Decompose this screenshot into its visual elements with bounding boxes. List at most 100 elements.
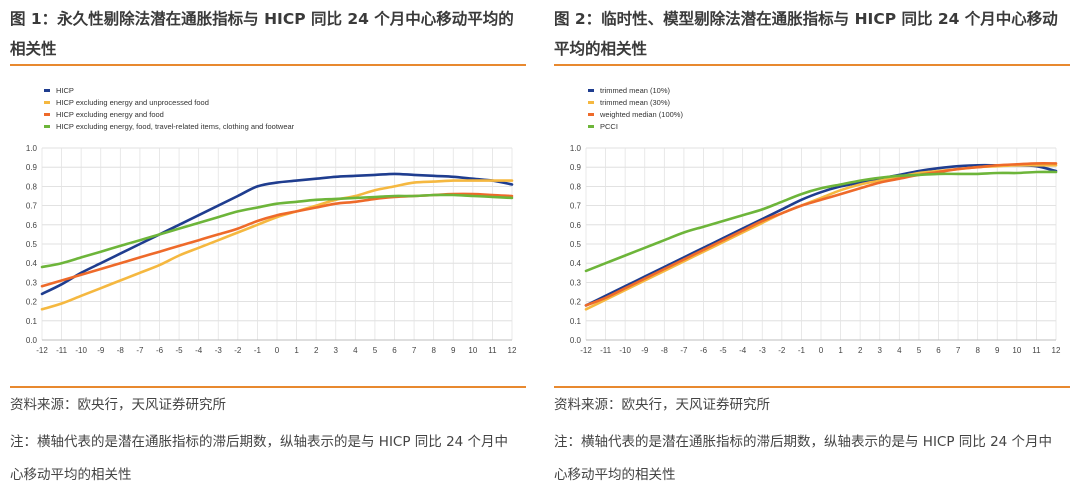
chart-1-legend: trimmed mean (10%) trimmed mean (30%) weig…	[588, 86, 683, 131]
figure-2-note: 注：横轴代表的是潜在通胀指标的滞后期数，纵轴表示的是与 HICP 同比 24 个…	[554, 434, 1053, 483]
x-tick-label: -10	[75, 346, 87, 355]
x-tick-label: 10	[1012, 346, 1021, 355]
x-tick-label: 7	[956, 346, 961, 355]
x-tick-label: -1	[254, 346, 262, 355]
x-tick-label: 11	[488, 346, 497, 355]
x-tick-label: -6	[700, 346, 708, 355]
legend-swatch-2	[44, 113, 50, 116]
y-tick-label: 1.0	[570, 144, 582, 153]
x-tick-label: 8	[975, 346, 980, 355]
figure-2-source: 资料来源：欧央行，天风证券研究所	[554, 397, 770, 413]
legend-swatch-0	[588, 89, 594, 92]
x-tick-label: -3	[759, 346, 767, 355]
y-tick-label: 0.2	[26, 298, 38, 307]
x-tick-label: 1	[294, 346, 299, 355]
x-tick-label: 9	[995, 346, 1000, 355]
y-tick-label: 0.6	[570, 221, 582, 230]
y-tick-label: 0.7	[26, 202, 38, 211]
y-tick-label: 0.2	[570, 298, 582, 307]
x-tick-label: 0	[819, 346, 824, 355]
legend-label-0: HICP	[56, 86, 74, 95]
legend-swatch-2	[588, 113, 594, 116]
figure-2-panel: 图 2：临时性、模型剔除法潜在通胀指标与 HICP 同比 24 个月中心移动平均…	[554, 0, 1070, 496]
y-tick-label: 0.7	[570, 202, 582, 211]
x-tick-label: -11	[600, 346, 612, 355]
x-tick-label: -1	[798, 346, 806, 355]
y-tick-label: 0.4	[570, 259, 582, 268]
x-tick-label: 12	[508, 346, 517, 355]
x-tick-label: 3	[334, 346, 339, 355]
figure-1-top-rule	[10, 64, 526, 66]
series-line-1	[40, 179, 514, 311]
x-tick-label: 11	[1032, 346, 1041, 355]
x-tick-label: -3	[215, 346, 223, 355]
x-tick-label: -4	[195, 346, 203, 355]
x-tick-label: -6	[156, 346, 164, 355]
x-tick-label: -10	[619, 346, 631, 355]
y-tick-label: 0.3	[26, 278, 38, 287]
x-tick-label: -8	[117, 346, 125, 355]
series-line-0	[40, 172, 514, 296]
x-tick-label: -2	[778, 346, 786, 355]
legend-label-1: trimmed mean (30%)	[600, 98, 671, 107]
x-tick-label: 1	[838, 346, 843, 355]
legend-swatch-1	[588, 101, 594, 104]
x-tick-label: -7	[136, 346, 144, 355]
figure-2-chart: trimmed mean (10%) trimmed mean (30%) weig…	[570, 86, 1061, 355]
x-tick-label: 12	[1052, 346, 1061, 355]
x-tick-label: -9	[97, 346, 105, 355]
legend-swatch-3	[588, 125, 594, 128]
y-tick-label: 0.8	[570, 182, 582, 191]
y-tick-label: 0.1	[26, 317, 38, 326]
series-line-0	[584, 163, 1058, 307]
x-tick-label: -9	[641, 346, 649, 355]
figure-2-bottom-rule	[554, 386, 1070, 388]
figure-1-bottom-rule	[10, 386, 526, 388]
figure-2-title: 图 2：临时性、模型剔除法潜在通胀指标与 HICP 同比 24 个月中心移动平均…	[554, 10, 1058, 58]
y-tick-label: 0.6	[26, 221, 38, 230]
y-tick-label: 0.5	[570, 240, 582, 249]
series-line-3	[584, 170, 1058, 273]
x-tick-label: -8	[661, 346, 669, 355]
series-line-3	[40, 193, 514, 269]
x-tick-label: -5	[720, 346, 728, 355]
x-tick-label: 0	[275, 346, 280, 355]
x-tick-label: -5	[176, 346, 184, 355]
y-tick-label: 0.5	[26, 240, 38, 249]
legend-label-1: HICP excluding energy and unprocessed fo…	[56, 98, 209, 107]
legend-label-2: weighted median (100%)	[599, 110, 683, 119]
x-tick-label: 6	[936, 346, 941, 355]
chart-0-legend: HICP HICP excluding energy and unprocesse…	[44, 86, 295, 131]
y-tick-label: 0.8	[26, 182, 38, 191]
x-tick-label: -11	[56, 346, 68, 355]
y-tick-label: 0.9	[570, 163, 582, 172]
x-tick-label: -2	[234, 346, 242, 355]
x-tick-label: 10	[468, 346, 477, 355]
legend-label-2: HICP excluding energy and food	[56, 110, 164, 119]
figure-1-chart: HICP HICP excluding energy and unprocesse…	[26, 86, 517, 355]
x-tick-label: 2	[314, 346, 319, 355]
y-tick-label: 0.4	[26, 259, 38, 268]
x-tick-label: 7	[412, 346, 417, 355]
y-tick-label: 0.9	[26, 163, 38, 172]
figure-1-note: 注：横轴代表的是潜在通胀指标的滞后期数，纵轴表示的是与 HICP 同比 24 个…	[10, 434, 509, 483]
x-tick-label: -12	[580, 346, 592, 355]
y-tick-label: 0.1	[570, 317, 582, 326]
x-tick-label: -4	[739, 346, 747, 355]
x-tick-label: 6	[392, 346, 397, 355]
figure-2-top-rule	[554, 64, 1070, 66]
x-tick-label: -12	[36, 346, 48, 355]
x-tick-label: 5	[917, 346, 922, 355]
x-tick-label: 4	[897, 346, 902, 355]
legend-label-3: PCCI	[600, 122, 618, 131]
x-tick-label: 4	[353, 346, 358, 355]
y-tick-label: 0.0	[26, 336, 38, 345]
figure-1-source: 资料来源：欧央行，天风证券研究所	[10, 397, 226, 413]
legend-label-0: trimmed mean (10%)	[600, 86, 671, 95]
x-tick-label: 9	[451, 346, 456, 355]
x-tick-label: 8	[431, 346, 436, 355]
y-tick-label: 0.3	[570, 278, 582, 287]
y-tick-label: 0.0	[570, 336, 582, 345]
y-tick-label: 1.0	[26, 144, 38, 153]
x-tick-label: 5	[373, 346, 378, 355]
